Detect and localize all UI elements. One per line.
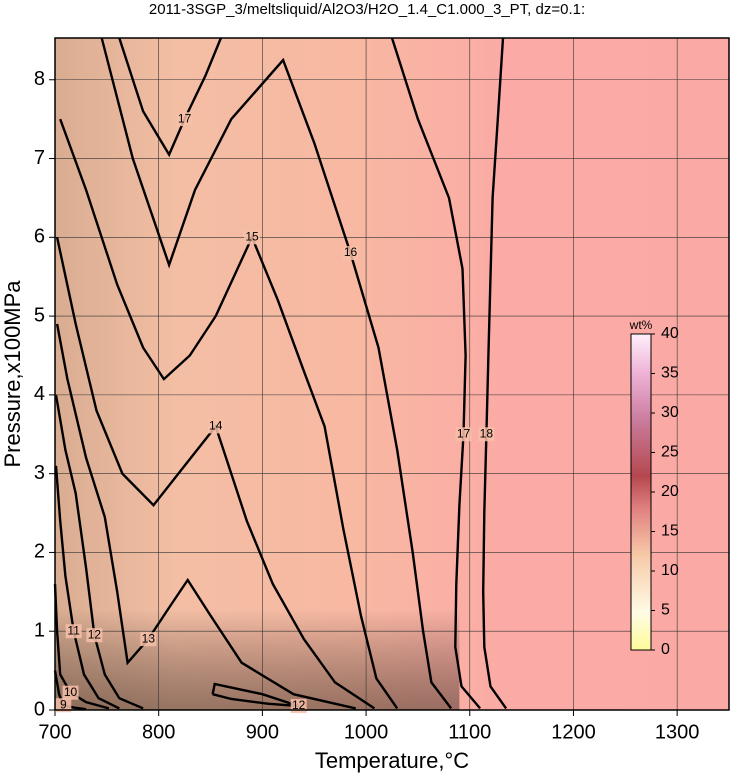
contour-line (118, 37, 223, 158)
x-tick-label: 1300 (655, 721, 700, 743)
contour-label: 17 (178, 111, 192, 125)
x-tick-label: 800 (142, 721, 175, 743)
contour-label-bg (244, 230, 261, 245)
contour-label: 11 (67, 623, 80, 637)
x-tick-label: 700 (38, 721, 71, 743)
contour-label-bg (86, 628, 103, 643)
contour-label: 16 (344, 245, 358, 259)
x-tick-label: 1100 (448, 721, 491, 743)
contour-label: 15 (245, 229, 259, 243)
colorbar-tick-label: 30 (661, 404, 679, 421)
colorbar-tick-label: 0 (661, 641, 670, 658)
y-axis-label: Pressure,x100MPa (0, 280, 25, 468)
colorbar (630, 333, 652, 651)
contour-label: 12 (88, 627, 102, 641)
y-tick-label: 8 (34, 68, 45, 90)
plot-layer: 700 800 900 1000 1100 1200 1300012345678181717… (34, 37, 730, 743)
contour-label-bg (478, 427, 495, 442)
colorbar-tick-label: 25 (661, 444, 679, 461)
y-tick-label: 1 (34, 620, 45, 642)
plot-shade (55, 38, 460, 710)
x-axis-label: Temperature,°C (315, 748, 469, 773)
y-tick-label: 7 (34, 147, 45, 169)
contour-label: 9 (60, 697, 67, 711)
contour-label: 10 (64, 685, 78, 699)
colorbar-tick-label: 20 (661, 483, 679, 500)
colorbar-tick-label: 35 (661, 365, 679, 382)
y-tick-label: 6 (34, 226, 45, 248)
contour-label-bg (65, 624, 82, 639)
colorbar-tick-label: 40 (661, 325, 679, 342)
contour-label: 18 (480, 426, 494, 440)
y-tick-label: 4 (34, 383, 45, 405)
contour-label: 12 (292, 698, 306, 712)
contour-label: 14 (209, 419, 223, 433)
x-tick-label: 900 (246, 721, 279, 743)
contour-label-bg (140, 632, 157, 647)
colorbar-tick-label: 5 (661, 602, 670, 619)
contour-line (211, 682, 300, 708)
contour-label-bg (207, 419, 224, 434)
contour-label-bg (342, 246, 359, 261)
contour-label: 17 (457, 426, 471, 440)
contour-line (54, 394, 144, 710)
x-tick-label: 1000 (344, 721, 389, 743)
plot-background (55, 38, 729, 710)
contour-line (100, 37, 453, 710)
colorbar-tick-label: 10 (661, 562, 679, 579)
y-tick-label: 0 (34, 698, 45, 720)
contour-label-bg (62, 685, 79, 700)
chart-title: 2011-3SGP_3/meltsliquid/Al2O3/H2O_1.4_C1… (149, 1, 585, 18)
y-tick-label: 5 (34, 304, 45, 326)
plot-frame (54, 37, 730, 711)
contour-line (53, 583, 110, 710)
contour-label-bg (176, 112, 193, 127)
colorbar-tick-label: 15 (661, 523, 679, 540)
y-tick-label: 3 (34, 462, 45, 484)
y-tick-label: 2 (34, 541, 45, 563)
contour-label: 13 (142, 631, 156, 645)
x-tick-label: 1200 (551, 721, 596, 743)
colorbar-label: wt% (629, 318, 653, 332)
contour-label-bg (455, 427, 472, 442)
contour-label-bg (55, 698, 72, 713)
